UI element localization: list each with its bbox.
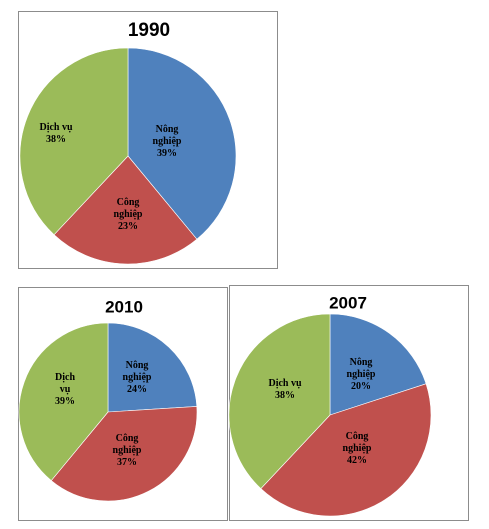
chart-title-1990: 1990	[128, 20, 170, 41]
slice-label-nong-nghiep-1990: Nông nghiệp 39%	[153, 124, 182, 159]
slice-label-cong-nghiep-2007: Công nghiệp 42%	[343, 431, 372, 466]
slice-label-dich-vu-2010: Dịch vụ 39%	[55, 372, 75, 407]
pie-chart-2007: 2007 Nông nghiệp 20% Công nghiệp 42% Dịch vụ 38%	[228, 293, 432, 517]
pie-slice-dich-vu-2007	[228, 313, 331, 490]
slice-label-nong-nghiep-2007: Nông nghiệp 20%	[347, 357, 376, 392]
pie-slice-cong-nghiep-2010	[50, 406, 198, 502]
slice-label-cong-nghiep-1990: Công nghiệp 23%	[114, 197, 143, 232]
slice-label-dich-vu-1990: Dịch vụ 38%	[39, 122, 73, 145]
slice-label-dich-vu-2007: Dịch vụ 38%	[268, 378, 302, 401]
pie-chart-1990: 1990 Nông nghiệp 39% Công nghiệp 23% Dịch vụ 38%	[19, 20, 237, 265]
pie-slice-dich-vu-2010	[18, 322, 109, 482]
pie-slice-cong-nghiep-2007	[260, 383, 432, 517]
pie-panel-2007: 2007 Nông nghiệp 20% Công nghiệp 42% Dịch vụ 38%	[228, 285, 469, 521]
pie-slice-nong-nghiep-2007	[329, 313, 427, 416]
chart-title-2007: 2007	[329, 293, 367, 312]
slice-label-cong-nghiep-2010: Công nghiệp 37%	[113, 433, 142, 468]
pie-slice-cong-nghiep-1990	[53, 155, 198, 265]
pie-slice-nong-nghiep-1990	[127, 47, 237, 240]
slice-label-nong-nghiep-2010: Nông nghiệp 24%	[123, 360, 152, 395]
pie-slice-nong-nghiep-2010	[107, 322, 198, 413]
pie-chart-2010: 2010 Nông nghiệp 24% Công nghiệp 37% Dịch vụ 39%	[18, 297, 198, 502]
pie-slice-dich-vu-1990	[19, 47, 129, 236]
chart-title-2010: 2010	[105, 297, 143, 316]
pie-panel-2010: 2010 Nông nghiệp 24% Công nghiệp 37% Dịch vụ 39%	[18, 287, 228, 521]
pie-panel-1990: 1990 Nông nghiệp 39% Công nghiệp 23% Dịch vụ 38%	[18, 11, 278, 269]
